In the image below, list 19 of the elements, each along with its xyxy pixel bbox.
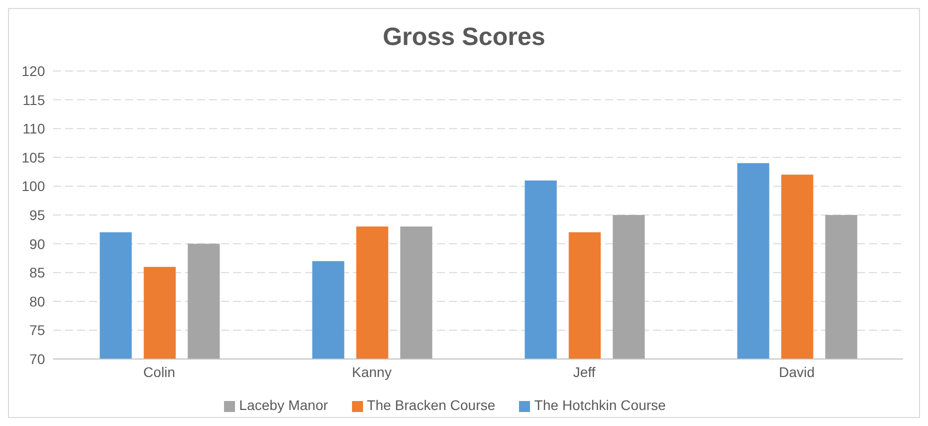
- y-tick-label: 85: [29, 264, 46, 281]
- y-tick-label: 80: [29, 293, 46, 310]
- y-tick-label: 70: [29, 350, 46, 367]
- x-tick-label: Colin: [143, 364, 176, 380]
- legend-label: The Bracken Course: [366, 397, 496, 413]
- y-tick-label: 95: [29, 206, 46, 223]
- y-tick-label: 105: [22, 149, 46, 166]
- legend-label: The Hotchkin Course: [534, 397, 666, 413]
- y-tick-label: 110: [22, 120, 46, 137]
- x-tick-label: Kanny: [352, 364, 392, 380]
- x-tick-label: Jeff: [573, 364, 596, 380]
- y-tick-label: 120: [22, 62, 46, 79]
- y-tick-label: 75: [29, 322, 46, 338]
- legend-label: Laceby Manor: [239, 397, 328, 413]
- y-tick-label: 100: [22, 178, 46, 194]
- y-tick-label: 90: [29, 236, 46, 252]
- y-tick-label: 115: [22, 92, 46, 108]
- chart-title: Gross Scores: [382, 23, 546, 53]
- x-tick-label: David: [778, 364, 815, 380]
